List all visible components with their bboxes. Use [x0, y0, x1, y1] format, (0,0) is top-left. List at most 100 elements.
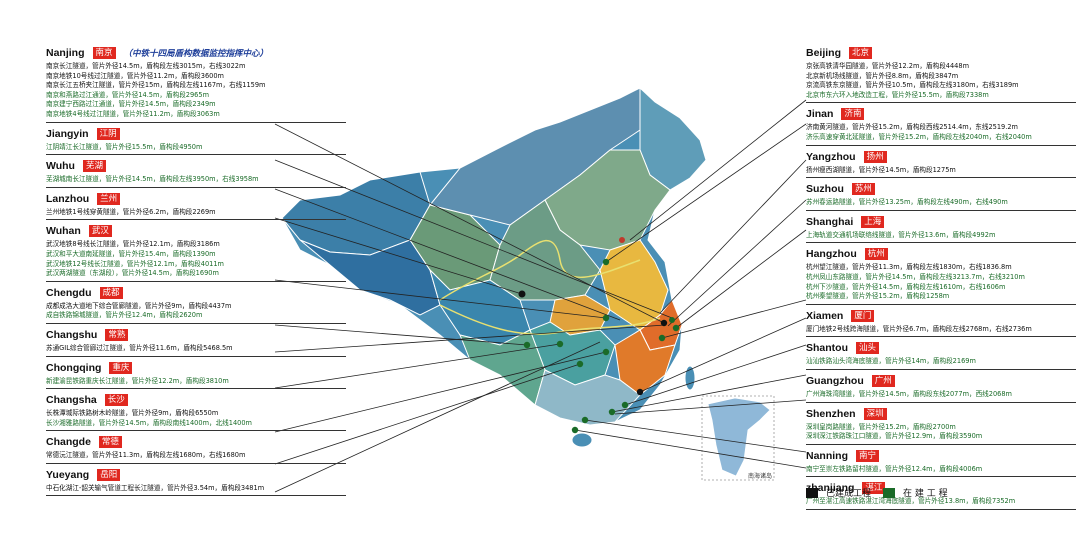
city-header: Nanjing 南京 （中铁十四局盾构数据监控指挥中心）: [46, 44, 346, 62]
city-name-cn-tag: 湛江: [862, 482, 886, 495]
marker-nanning: [581, 416, 589, 424]
city-name-en: Changsha: [46, 394, 97, 407]
city-name-en: Jinan: [806, 108, 834, 121]
marker-xiamen: [636, 388, 644, 396]
project-line: 武汉两湖隧道（东湖段），管片外径14.5m，盾构段1690m: [46, 269, 219, 278]
project-line: 杭州下沙隧道，管片外径14.5m，盾构段左线1610m，右线1606m: [806, 282, 1006, 291]
project-line: 京张高铁清华园隧道，管片外径12.2m，盾构段4448m: [806, 62, 969, 70]
city-header: Yueyang 岳阳: [46, 466, 346, 484]
city-name-en: zhanjiang: [806, 482, 855, 495]
city-header: Shenzhen 深圳: [806, 405, 1076, 423]
city-name-cn-tag: 常熟: [105, 328, 129, 341]
city-header: Chengdu 成都: [46, 284, 346, 302]
project-line: 长株潭城际铁路树木岭隧道，管片外径9m，盾构段6550m: [46, 409, 219, 418]
region-northeast: [639, 86, 707, 191]
city-name-en: Shenzhen: [806, 407, 856, 420]
city-header: Changde 常德: [46, 433, 346, 451]
city-name-en: Wuhu: [46, 160, 75, 173]
city-block-jiangyin: Jiangyin 江阴 江阴靖江长江隧道，管片外径15.5m，盾构段4950m: [46, 125, 346, 156]
project-line: 深圳皇岗路隧道，管片外径15.2m，盾构段2700m: [806, 422, 956, 431]
city-name-en: Shanghai: [806, 215, 854, 228]
marker-changde: [576, 360, 584, 368]
city-header: Wuhan 武汉: [46, 222, 346, 240]
marker-shanghai: [672, 324, 680, 332]
project-line: 中石化湖江-韶关输气管道工程长江隧道，管片外径3.54m，盾构段3481m: [46, 483, 265, 492]
city-header: Beijing 北京: [806, 44, 1076, 62]
project-line: 杭州凤山东路隧道，管片外径14.5m，盾构段左线3213.7m，右线3210m: [806, 272, 1025, 281]
legend-swatch-under-construction: [883, 487, 896, 498]
project-line: 苏通GIL综合管廊过江隧道，管片外径11.6m，盾构段5468.5m: [46, 343, 233, 352]
city-block-yueyang: Yueyang 岳阳 中石化湖江-韶关输气管道工程长江隧道，管片外径3.54m，盾构…: [46, 466, 346, 497]
city-name-en: Nanjing: [46, 47, 85, 59]
city-header: Jinan 济南: [806, 105, 1076, 123]
city-header: Shantou 汕头: [806, 339, 1076, 357]
city-block-beijing: Beijing 北京 京张高铁清华园隧道，管片外径12.2m，盾构段4448m 北京新…: [806, 44, 1076, 104]
marker-lanzhou: [518, 290, 526, 298]
project-line: 武汉地铁8号线长江隧道，管片外径12.1m，盾构段3186m: [46, 240, 220, 249]
city-name-en: Changde: [46, 436, 91, 449]
region-hainan: [571, 432, 593, 448]
city-name-en: Lanzhou: [46, 192, 90, 205]
city-block-lanzhou: Lanzhou 兰州 兰州地铁1号线穿黄隧道，管片外径6.2m，盾构段2269m: [46, 190, 346, 221]
project-line: 武汉地铁12号线长江隧道，管片外径12.1m，盾构段4011m: [46, 259, 224, 268]
project-line: 芜湖城南长江隧道，管片外径14.5m，盾构段左线3950m，右线3958m: [46, 175, 259, 184]
project-line: 南京长江隧道，管片外径14.5m，盾构段左线3015m，右线3022m: [46, 62, 246, 70]
marker-chengdu: [523, 341, 531, 349]
city-name-cn-tag: 汕头: [856, 342, 880, 355]
city-block-shenzhen: Shenzhen 深圳 深圳皇岗路隧道，管片外径15.2m，盾构段2700m 深圳深江…: [806, 405, 1076, 445]
city-header: Guangzhou 广州: [806, 372, 1076, 390]
project-line: 南京长江五桥夹江隧道，管片外径15m，盾构段左线1167m，右线1159m: [46, 81, 266, 90]
marker-hangzhou: [658, 334, 666, 342]
project-line: 苏州春运路隧道，管片外径13.25m，盾构段左线490m，右线490m: [806, 198, 1008, 207]
project-line: 扬州瘦西湖隧道，管片外径14.5m，盾构段1275m: [806, 165, 956, 174]
city-block-hangzhou: Hangzhou 杭州 杭州望江隧道，管片外径11.3m，盾构段左线1830m，右线…: [806, 245, 1076, 305]
city-name-cn-tag: 济南: [841, 108, 865, 121]
marker-chongqing: [556, 340, 564, 348]
city-header: Xiamen 厦门: [806, 307, 1076, 325]
city-name-en: Chengdu: [46, 286, 92, 299]
project-line: 长沙湘雅路隧道，管片外径14.5m，盾构段南线1400m，北线1400m: [46, 418, 252, 427]
city-block-chongqing: Chongqing 重庆 新建渝昆铁路重庆长江隧道，管片外径12.2m，盾构段381…: [46, 359, 346, 390]
city-header: Hangzhou 杭州: [806, 245, 1076, 263]
project-line: 京流高铁东京隧道，管片外径10.5m，盾构段左线3180m，右线3189m: [806, 81, 1019, 90]
city-header: Changsha 长沙: [46, 391, 346, 409]
city-block-changshu: Changshu 常熟苏通GIL综合管廊过江隧道，管片外径11.6m，盾构段546…: [46, 326, 346, 357]
legend-item-under-construction: 在 建 工 程: [883, 486, 948, 499]
city-name-en: Yangzhou: [806, 150, 856, 163]
city-name-cn-tag: 成都: [99, 286, 123, 299]
city-header: Suzhou 苏州: [806, 180, 1076, 198]
marker-beijing: [619, 237, 625, 243]
city-header: Nanning 南宁: [806, 447, 1076, 465]
project-line: 济南黄河隧道，管片外径15.2m，盾构段西线2514.4m，东线2519.2m: [806, 123, 1018, 132]
city-name-cn-tag: 北京: [849, 47, 873, 59]
city-name-en: Shantou: [806, 342, 848, 355]
city-name-cn-tag: 南京: [92, 47, 116, 59]
legend: 已建成工程 在 建 工 程: [806, 486, 948, 499]
project-line: 新建渝昆铁路重庆长江隧道，管片外径12.2m，盾构段3810m: [46, 376, 229, 385]
city-name-en: Jiangyin: [46, 127, 89, 140]
project-line: 广州海珠湾隧道，管片外径14.5m，盾构段东线2077m，西线2068m: [806, 389, 1012, 398]
city-name-en: Changshu: [46, 328, 98, 341]
city-block-jinan: Jinan 济南济南黄河隧道，管片外径15.2m，盾构段西线2514.4m，东线2…: [806, 105, 1076, 146]
project-line: 北京市东六环入地改造工程，管片外径15.5m，盾构段7338m: [806, 90, 989, 99]
marker-changsha: [602, 348, 610, 356]
city-name-en: Hangzhou: [806, 248, 857, 261]
marker-nanjing: [660, 319, 668, 327]
city-block-suzhou: Suzhou 苏州 苏州春运路隧道，管片外径13.25m，盾构段左线490m，右线4…: [806, 180, 1076, 211]
city-block-changsha: Changsha 长沙 长株潭城际铁路树木岭隧道，管片外径9m，盾构段6550m 长沙…: [46, 391, 346, 432]
city-header: Changshu 常熟: [46, 326, 346, 344]
south-sea-inset-frame: [701, 395, 775, 481]
city-name-cn-tag: 苏州: [851, 183, 875, 196]
project-line: 南宁至崇左铁路留村隧道，管片外径12.4m，盾构段4006m: [806, 464, 983, 473]
project-markers: [518, 237, 680, 434]
city-header: Shanghai 上海: [806, 213, 1076, 231]
city-name-cn-tag: 岳阳: [97, 468, 121, 481]
city-name-cn-tag: 芜湖: [82, 160, 106, 173]
legend-label-completed: 已建成工程: [826, 489, 872, 499]
marker-zhanjiang: [571, 426, 579, 434]
project-line: 济乐高速穿黄北延隧道，管片外径15.2m，盾构段左线2040m，右线2040m: [806, 132, 1032, 141]
marker-guangzhou: [608, 408, 616, 416]
project-line: 杭州秦望隧道，管片外径15.2m，盾构段1258m: [806, 292, 950, 301]
project-line: 南京建宁西路过江通道，管片外径14.5m，盾构段2349m: [46, 100, 216, 109]
south-sea-inset-label: 南海诸岛: [748, 473, 773, 480]
